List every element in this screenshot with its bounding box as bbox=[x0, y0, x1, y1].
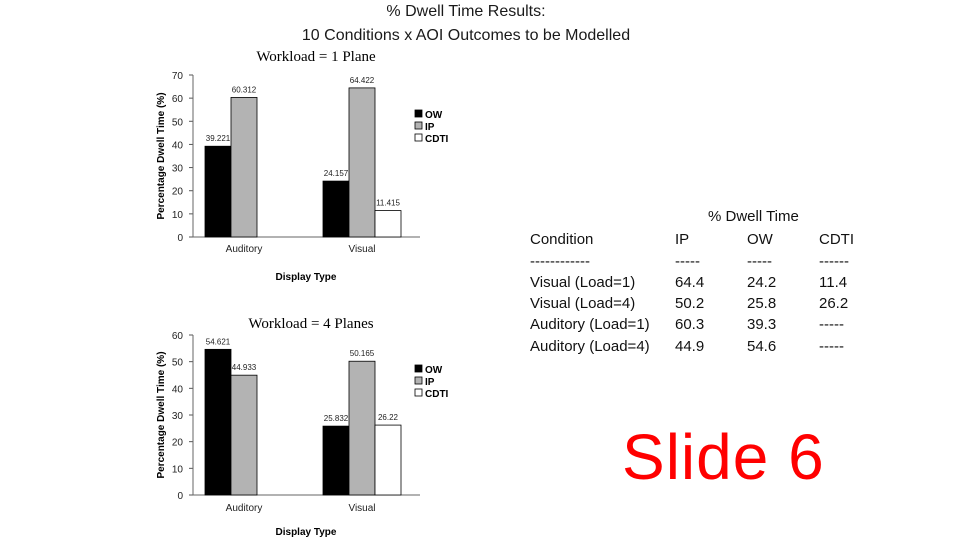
table-separator: ------ bbox=[819, 253, 849, 270]
legend-swatch-cdti bbox=[414, 133, 423, 142]
y-tick-label: 0 bbox=[177, 233, 183, 244]
table-cell-condition: Auditory (Load=1) bbox=[530, 316, 650, 333]
data-label: 54.621 bbox=[206, 337, 231, 346]
table-cell-ip: 50.2 bbox=[675, 295, 705, 312]
legend-label-ow: OW bbox=[425, 110, 443, 121]
table-cell-condition: Auditory (Load=4) bbox=[530, 338, 650, 355]
legend-swatch-ow bbox=[414, 109, 423, 118]
legend-swatch-ow bbox=[414, 364, 423, 373]
table-cell-ow: 25.8 bbox=[747, 295, 777, 312]
table-header-ip: IP bbox=[675, 231, 690, 248]
y-tick-label: 10 bbox=[172, 210, 184, 221]
bar-ip-visual bbox=[348, 360, 376, 496]
y-tick-label: 30 bbox=[172, 411, 184, 422]
table-separator: ------------ bbox=[530, 253, 590, 270]
y-tick-label: 50 bbox=[172, 117, 184, 128]
chart-workload-1-plane: Workload = 1 Plane 0 10 20 30 40 50 60 70 Display… bbox=[156, 49, 449, 283]
data-label: 11.415 bbox=[376, 199, 400, 208]
legend-label-ow: OW bbox=[425, 365, 443, 376]
y-tick-label: 40 bbox=[172, 384, 184, 395]
x-axis-label: Display Type bbox=[276, 272, 337, 283]
table-header-cdti: CDTI bbox=[819, 231, 854, 248]
y-tick-label: 60 bbox=[172, 331, 184, 342]
y-tick-label: 60 bbox=[172, 94, 184, 105]
y-tick-label: 50 bbox=[172, 358, 184, 369]
table-header-condition: Condition bbox=[530, 231, 594, 248]
data-label: 25.832 bbox=[324, 414, 349, 423]
table-cell-ow: 24.2 bbox=[747, 274, 777, 291]
data-label: 64.422 bbox=[350, 76, 375, 85]
legend-label-cdti: CDTI bbox=[425, 389, 449, 400]
data-label: 44.933 bbox=[232, 363, 257, 372]
table-separator: ----- bbox=[675, 253, 700, 270]
y-tick-label: 40 bbox=[172, 140, 184, 151]
slide-number-label: Slide 6 bbox=[622, 421, 825, 493]
bar-ip-visual bbox=[348, 87, 376, 238]
bar-cdti-visual bbox=[374, 424, 402, 496]
legend-label-ip: IP bbox=[425, 377, 435, 388]
table-cell-condition: Visual (Load=1) bbox=[530, 274, 636, 291]
legend-label-cdti: CDTI bbox=[425, 134, 449, 145]
data-label: 39.221 bbox=[206, 134, 231, 143]
table-cell-cdti: ----- bbox=[819, 316, 844, 333]
x-tick-label: Visual bbox=[348, 244, 375, 255]
data-label: 60.312 bbox=[232, 85, 257, 94]
table-header-ow: OW bbox=[747, 231, 773, 248]
slide-title-line-2: 10 Conditions x AOI Outcomes to be Model… bbox=[301, 27, 631, 44]
x-tick-label: Visual bbox=[348, 503, 375, 514]
table-cell-ow: 39.3 bbox=[747, 316, 777, 333]
y-tick-label: 10 bbox=[172, 464, 184, 475]
y-tick-label: 20 bbox=[172, 187, 184, 198]
table-cell-ip: 64.4 bbox=[675, 274, 705, 291]
legend-label-ip: IP bbox=[425, 122, 435, 133]
table-cell-condition: Visual (Load=4) bbox=[530, 295, 636, 312]
bar-ow-auditory bbox=[204, 348, 232, 496]
chart-workload-4-planes: Workload = 4 Planes 0 10 20 30 40 50 60 Display … bbox=[156, 316, 449, 538]
x-axis-label: Display Type bbox=[276, 527, 337, 538]
bar-ow-visual bbox=[322, 425, 350, 496]
table-separator: ----- bbox=[747, 253, 772, 270]
x-tick-label: Auditory bbox=[226, 503, 263, 514]
y-tick-label: 30 bbox=[172, 164, 184, 175]
table-cell-cdti: ----- bbox=[819, 338, 844, 355]
y-tick-label: 0 bbox=[177, 491, 183, 502]
table-cell-cdti: 11.4 bbox=[819, 274, 848, 291]
y-axis-label: Percentage Dwell Time (%) bbox=[156, 92, 167, 219]
table-cell-ip: 60.3 bbox=[675, 316, 705, 333]
legend-swatch-ip bbox=[414, 121, 423, 130]
bar-ip-auditory bbox=[230, 97, 258, 238]
legend-swatch-cdti bbox=[414, 388, 423, 397]
y-tick-label: 20 bbox=[172, 438, 184, 449]
bar-cdti-visual bbox=[374, 210, 402, 238]
y-axis-label: Percentage Dwell Time (%) bbox=[156, 351, 167, 478]
table-caption: % Dwell Time bbox=[708, 208, 799, 225]
bar-ip-auditory bbox=[230, 374, 258, 496]
data-label: 26.22 bbox=[378, 413, 399, 422]
data-label: 50.165 bbox=[350, 349, 375, 358]
table-cell-cdti: 26.2 bbox=[819, 295, 849, 312]
y-tick-label: 70 bbox=[172, 71, 184, 82]
slide-title-line-1: % Dwell Time Results: bbox=[386, 3, 546, 20]
data-label: 24.157 bbox=[324, 169, 349, 178]
table-cell-ip: 44.9 bbox=[675, 338, 705, 355]
legend-swatch-ip bbox=[414, 376, 423, 385]
chart-title: Workload = 4 Planes bbox=[248, 316, 373, 332]
chart-title: Workload = 1 Plane bbox=[256, 49, 376, 65]
bar-ow-visual bbox=[322, 180, 350, 238]
x-tick-label: Auditory bbox=[226, 244, 263, 255]
table-cell-ow: 54.6 bbox=[747, 338, 777, 355]
